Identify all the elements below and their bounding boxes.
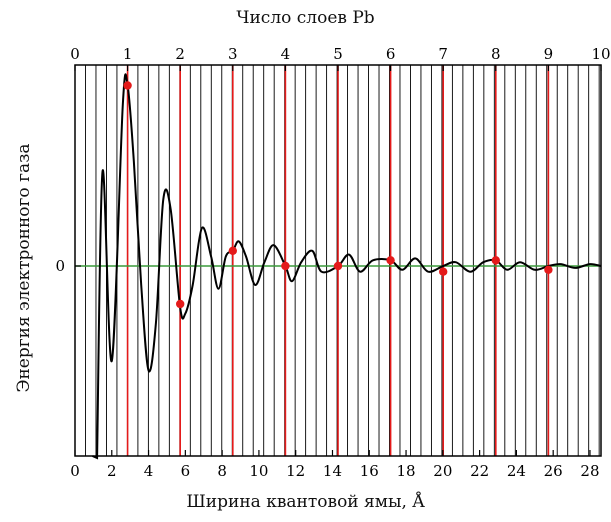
y-tick-label: 0 (55, 257, 65, 275)
layer-point-marker (229, 247, 237, 255)
bottom-tick-label: 10 (249, 462, 268, 480)
top-tick-label: 7 (438, 45, 448, 63)
top-tick-label: 4 (281, 45, 291, 63)
top-tick-label: 5 (333, 45, 343, 63)
bottom-tick-label: 22 (470, 462, 489, 480)
bottom-tick-label: 26 (544, 462, 563, 480)
bottom-tick-label: 0 (70, 462, 80, 480)
bottom-tick-label: 4 (144, 462, 154, 480)
top-tick-label: 8 (491, 45, 501, 63)
bottom-tick-label: 20 (433, 462, 452, 480)
y-axis-ticks: 0 (55, 257, 81, 275)
top-tick-label: 9 (544, 45, 554, 63)
bottom-tick-label: 16 (360, 462, 379, 480)
bottom-tick-label: 2 (107, 462, 117, 480)
layer-point-marker (544, 266, 552, 274)
bottom-tick-label: 24 (507, 462, 526, 480)
layer-point-marker (334, 262, 342, 270)
bottom-tick-label: 18 (397, 462, 416, 480)
top-tick-label: 10 (591, 45, 610, 63)
layer-point-marker (123, 81, 131, 89)
bottom-axis-ticks: 0 2 4 6 8 10 12 14 16 18 20 22 24 26 28 (70, 450, 599, 480)
top-tick-label: 1 (123, 45, 133, 63)
layer-point-marker (176, 300, 184, 308)
bottom-tick-label: 6 (181, 462, 191, 480)
top-axis-ticks: 0 1 2 3 4 5 6 7 8 9 10 (70, 45, 610, 71)
top-tick-label: 2 (175, 45, 185, 63)
layer-point-marker (492, 256, 500, 264)
top-tick-label: 0 (70, 45, 80, 63)
bottom-tick-label: 28 (580, 462, 599, 480)
layer-point-marker (439, 268, 447, 276)
layer-point-marker (386, 256, 394, 264)
top-tick-label: 3 (228, 45, 238, 63)
bottom-tick-label: 12 (286, 462, 305, 480)
bottom-tick-label: 14 (323, 462, 342, 480)
top-tick-label: 6 (386, 45, 396, 63)
layer-point-marker (281, 262, 289, 270)
bottom-tick-label: 8 (217, 462, 227, 480)
